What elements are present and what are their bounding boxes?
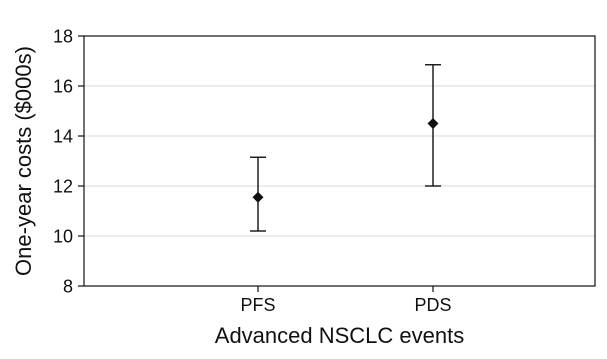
y-tick-label-8: 8 xyxy=(63,277,73,297)
data-point-PFS xyxy=(252,191,264,203)
x-tick-label-PDS: PDS xyxy=(414,295,451,315)
data-markers xyxy=(252,118,439,203)
grid-lines xyxy=(84,85,595,237)
error-bars xyxy=(250,64,441,232)
x-ticks: PFS PDS xyxy=(240,286,452,315)
y-tick-label-18: 18 xyxy=(53,27,73,47)
data-point-PDS xyxy=(427,118,439,129)
x-axis-title: Advanced NSCLC events xyxy=(215,323,464,348)
y-ticks: 8 10 12 14 16 18 xyxy=(53,27,84,297)
plot-frame xyxy=(83,35,596,287)
y-axis-title: One-year costs ($000s) xyxy=(11,46,36,276)
y-tick-label-14: 14 xyxy=(53,127,73,147)
y-tick-label-16: 16 xyxy=(53,77,73,97)
y-tick-label-10: 10 xyxy=(53,227,73,247)
y-tick-label-12: 12 xyxy=(53,177,73,197)
x-tick-label-PFS: PFS xyxy=(240,295,275,315)
